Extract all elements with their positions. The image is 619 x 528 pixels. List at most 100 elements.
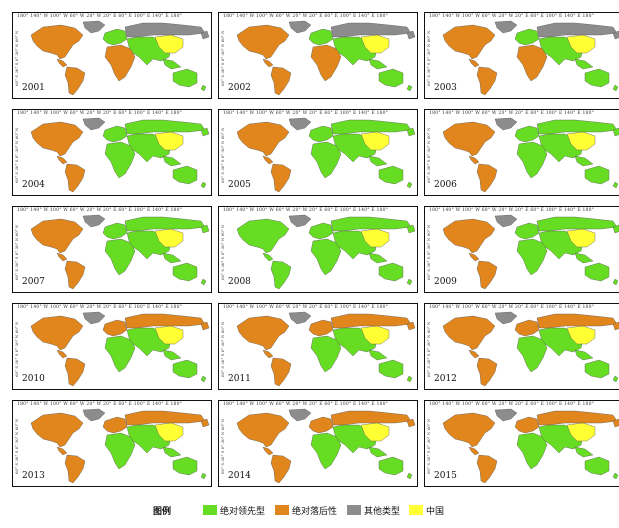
region-au bbox=[378, 165, 404, 185]
region-na bbox=[30, 121, 84, 157]
region-ru bbox=[124, 410, 206, 426]
region-se bbox=[162, 349, 182, 361]
region-af bbox=[516, 44, 548, 82]
map-panel-2008: 180° 140° W 100° W 60° W 20° W 20° E 60°… bbox=[218, 206, 418, 293]
map-panel-2011: 180° 140° W 100° W 60° W 20° W 20° E 60°… bbox=[218, 303, 418, 390]
legend-swatch-lag bbox=[275, 505, 289, 515]
region-nz bbox=[200, 472, 207, 480]
region-au bbox=[584, 165, 610, 185]
region-cn bbox=[360, 422, 390, 442]
region-sa bbox=[270, 163, 292, 193]
longitude-labels: 180° 140° W 100° W 60° W 20° W 20° E 60°… bbox=[17, 14, 183, 19]
region-na bbox=[30, 315, 84, 351]
longitude-labels: 180° 140° W 100° W 60° W 20° W 20° E 60°… bbox=[429, 14, 595, 19]
longitude-labels: 180° 140° W 100° W 60° W 20° W 20° E 60°… bbox=[17, 402, 183, 407]
latitude-labels: 60° S 30° S 0° 30° N 60° N bbox=[426, 30, 431, 87]
region-eu bbox=[514, 28, 540, 46]
region-ca bbox=[56, 446, 68, 456]
region-se bbox=[368, 58, 388, 70]
region-cn bbox=[566, 325, 596, 345]
region-ca bbox=[262, 58, 274, 68]
region-nz bbox=[612, 375, 619, 383]
region-cn bbox=[566, 34, 596, 54]
region-au bbox=[378, 68, 404, 88]
legend-label-other: 其他类型 bbox=[364, 506, 401, 517]
region-eu bbox=[102, 28, 128, 46]
region-af bbox=[310, 141, 342, 179]
world-map bbox=[30, 20, 210, 96]
region-eu bbox=[308, 319, 334, 337]
region-af bbox=[104, 432, 136, 470]
region-af bbox=[104, 44, 136, 82]
region-sa bbox=[476, 260, 498, 290]
region-eu bbox=[514, 125, 540, 143]
region-cn bbox=[154, 228, 184, 248]
region-eu bbox=[514, 222, 540, 240]
world-map bbox=[30, 311, 210, 387]
map-panel-2007: 180° 140° W 100° W 60° W 20° W 20° E 60°… bbox=[12, 206, 212, 293]
region-gl bbox=[288, 214, 312, 228]
world-map bbox=[442, 311, 619, 387]
legend-item-china: 中国 bbox=[409, 504, 444, 517]
latitude-labels: 60° S 30° S 0° 30° N 60° N bbox=[14, 418, 19, 475]
region-au bbox=[584, 359, 610, 379]
legend-item-lag: 绝对落后性 bbox=[275, 504, 337, 517]
region-cn bbox=[154, 422, 184, 442]
map-grid: 180° 140° W 100° W 60° W 20° W 20° E 60°… bbox=[12, 12, 619, 487]
region-sb bbox=[612, 418, 619, 428]
region-sb bbox=[612, 30, 619, 40]
world-map bbox=[30, 117, 210, 193]
region-sb bbox=[200, 30, 210, 40]
year-label: 2005 bbox=[228, 180, 251, 190]
region-cn bbox=[154, 131, 184, 151]
latitude-labels: 60° S 30° S 0° 30° N 60° N bbox=[14, 321, 19, 378]
map-panel-2003: 180° 140° W 100° W 60° W 20° W 20° E 60°… bbox=[424, 12, 619, 99]
latitude-labels: 60° S 30° S 0° 30° N 60° N bbox=[220, 418, 225, 475]
region-eu bbox=[514, 416, 540, 434]
region-sb bbox=[406, 321, 416, 331]
region-au bbox=[172, 359, 198, 379]
region-ru bbox=[124, 313, 206, 329]
region-ru bbox=[124, 216, 206, 232]
longitude-labels: 180° 140° W 100° W 60° W 20° W 20° E 60°… bbox=[223, 402, 389, 407]
region-sa bbox=[64, 357, 86, 387]
region-nz bbox=[406, 278, 413, 286]
longitude-labels: 180° 140° W 100° W 60° W 20° W 20° E 60°… bbox=[429, 208, 595, 213]
year-label: 2002 bbox=[228, 83, 251, 93]
map-panel-2006: 180° 140° W 100° W 60° W 20° W 20° E 60°… bbox=[424, 109, 619, 196]
year-label: 2015 bbox=[434, 471, 457, 481]
region-sb bbox=[612, 321, 619, 331]
region-ru bbox=[536, 216, 618, 232]
region-gl bbox=[288, 117, 312, 131]
region-ca bbox=[468, 252, 480, 262]
region-sb bbox=[200, 418, 210, 428]
region-se bbox=[574, 349, 594, 361]
region-sb bbox=[612, 224, 619, 234]
region-sa bbox=[476, 163, 498, 193]
region-ru bbox=[330, 313, 412, 329]
region-ru bbox=[536, 119, 618, 135]
region-nz bbox=[406, 181, 413, 189]
region-ca bbox=[56, 155, 68, 165]
longitude-labels: 180° 140° W 100° W 60° W 20° W 20° E 60°… bbox=[17, 208, 183, 213]
region-ru bbox=[536, 410, 618, 426]
region-na bbox=[236, 412, 290, 448]
region-se bbox=[368, 446, 388, 458]
region-gl bbox=[494, 117, 518, 131]
region-nz bbox=[200, 84, 207, 92]
region-sa bbox=[476, 357, 498, 387]
longitude-labels: 180° 140° W 100° W 60° W 20° W 20° E 60°… bbox=[429, 111, 595, 116]
latitude-labels: 60° S 30° S 0° 30° N 60° N bbox=[426, 321, 431, 378]
map-panel-2004: 180° 140° W 100° W 60° W 20° W 20° E 60°… bbox=[12, 109, 212, 196]
region-af bbox=[516, 141, 548, 179]
region-af bbox=[310, 432, 342, 470]
legend-swatch-lead bbox=[203, 505, 217, 515]
world-map bbox=[442, 20, 619, 96]
region-sb bbox=[406, 224, 416, 234]
region-sa bbox=[270, 454, 292, 484]
region-na bbox=[30, 218, 84, 254]
region-nz bbox=[612, 181, 619, 189]
region-au bbox=[378, 359, 404, 379]
legend-label-lead: 绝对领先型 bbox=[220, 506, 266, 517]
region-sa bbox=[64, 260, 86, 290]
